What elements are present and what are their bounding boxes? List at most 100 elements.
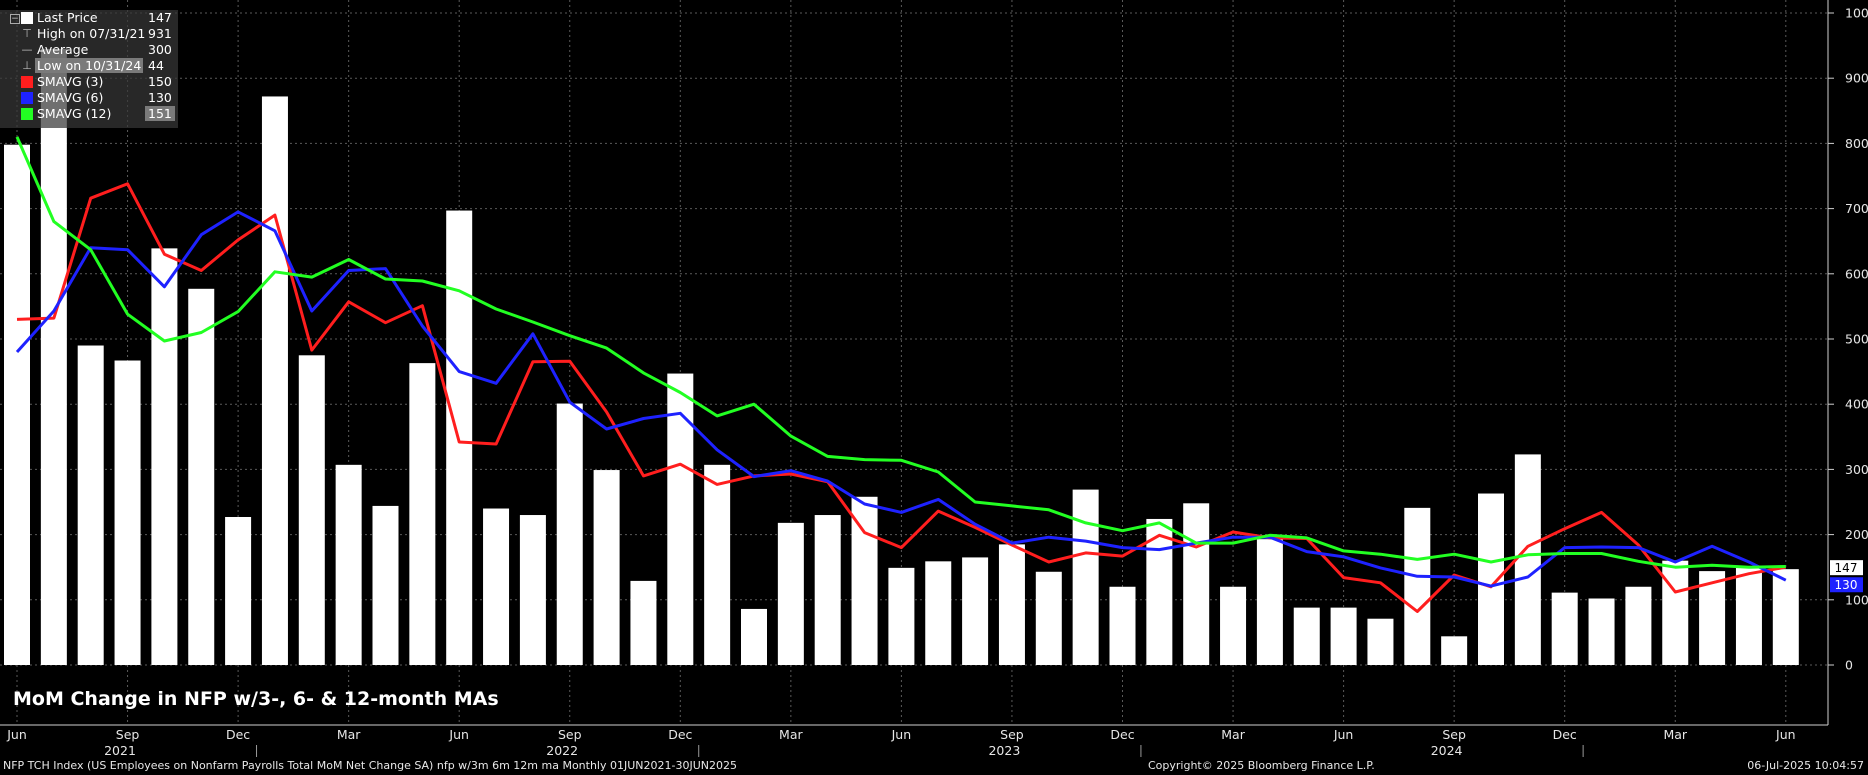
- bar-last-price: [1072, 489, 1099, 665]
- x-tick-label: Sep: [1442, 727, 1466, 742]
- bar-last-price: [225, 516, 252, 665]
- price-tag: [1830, 577, 1863, 593]
- bar-last-price: [151, 248, 178, 665]
- bar-last-price: [1146, 518, 1173, 665]
- legend-swatch: [21, 76, 33, 88]
- bar-last-price: [1256, 539, 1283, 665]
- footer-security-description: NFP TCH Index (US Employees on Nonfarm P…: [3, 759, 737, 772]
- legend-value: 130: [148, 90, 172, 105]
- x-tick-label: Sep: [558, 727, 582, 742]
- bar-last-price: [556, 403, 583, 665]
- bar-last-price: [409, 363, 436, 665]
- legend-label: SMAVG (6): [37, 90, 104, 105]
- legend-item[interactable]: ⊥ Low on 10/31/24 44: [0, 58, 178, 74]
- bar-last-price: [188, 288, 215, 665]
- legend-swatch: [21, 108, 33, 120]
- bar-last-price: [1293, 607, 1320, 665]
- avg-marker-icon: —: [21, 43, 33, 56]
- x-tick-label: Mar: [1663, 727, 1687, 742]
- legend-label: Last Price: [37, 10, 98, 25]
- bar-last-price: [1588, 598, 1615, 665]
- bar-last-price: [483, 508, 510, 665]
- x-tick-label: Jun: [1775, 727, 1796, 742]
- bar-last-price: [1772, 569, 1799, 665]
- bar-last-price: [962, 557, 989, 665]
- bar-last-price: [4, 144, 30, 666]
- bar-last-price: [40, 48, 67, 666]
- bar-last-price: [1735, 567, 1762, 665]
- bar-last-price: [704, 464, 731, 665]
- legend-collapse-icon[interactable]: −: [10, 14, 20, 24]
- bar-last-price: [261, 96, 288, 666]
- x-tick-label: Mar: [1221, 727, 1245, 742]
- bar-last-price: [851, 496, 878, 665]
- x-tick-label: Sep: [1000, 727, 1024, 742]
- bar-last-price: [1220, 586, 1247, 665]
- bar-last-price: [1662, 560, 1689, 665]
- y-tick-label: 200: [1845, 527, 1868, 542]
- x-tick-label: Sep: [116, 727, 140, 742]
- y-tick-label: 100: [1845, 592, 1868, 607]
- chart-legend: − Last Price 147 ⊤ High on 07/31/21 931 — Aver…: [0, 10, 178, 128]
- line-smavg-6: [15, 210, 1787, 588]
- bar-last-price: [1551, 592, 1578, 665]
- low-marker-icon: ⊥: [22, 59, 32, 72]
- y-tick-label: 500: [1845, 332, 1868, 347]
- x-tick-label: Jun: [891, 727, 912, 742]
- legend-value: 931: [148, 26, 172, 41]
- bar-last-price: [630, 580, 657, 665]
- legend-item[interactable]: SMAVG (3) 150: [0, 74, 178, 90]
- x-tick-label: Mar: [337, 727, 361, 742]
- bar-last-price: [1367, 618, 1394, 665]
- x-tick-label: Jun: [6, 727, 27, 742]
- x-tick-label: Dec: [226, 727, 250, 742]
- legend-label: SMAVG (3): [37, 74, 104, 89]
- legend-value: 147: [148, 10, 172, 25]
- bar-last-price: [298, 355, 325, 665]
- legend-label: High on 07/31/21: [37, 26, 146, 41]
- legend-item[interactable]: SMAVG (6) 130: [0, 90, 178, 106]
- bar-last-price: [1404, 507, 1431, 665]
- legend-label: Average: [37, 42, 89, 57]
- legend-item[interactable]: ⊤ High on 07/31/21 931: [0, 26, 178, 42]
- y-tick-label: 800: [1845, 136, 1868, 151]
- chart-title: MoM Change in NFP w/3-, 6- & 12-month MA…: [13, 688, 499, 710]
- bar-last-price: [998, 544, 1025, 665]
- y-tick-label: 400: [1845, 397, 1868, 412]
- x-year-label: 2024: [1431, 743, 1463, 758]
- legend-swatch: [21, 12, 33, 24]
- legend-item[interactable]: SMAVG (12) 151: [0, 106, 178, 122]
- x-tick-label: Jun: [448, 727, 469, 742]
- bar-last-price: [1330, 607, 1357, 665]
- bar-last-price: [593, 470, 620, 665]
- y-tick-label: 600: [1845, 266, 1868, 281]
- bar-last-price: [372, 505, 399, 665]
- bar-last-price: [777, 522, 804, 665]
- bar-last-price: [519, 515, 546, 665]
- bar-last-price: [114, 360, 141, 665]
- legend-label: SMAVG (12): [37, 106, 112, 121]
- y-tick-label: 700: [1845, 201, 1868, 216]
- price-tag-label: 147: [1835, 561, 1858, 575]
- bar-last-price: [925, 561, 952, 665]
- bar-last-price: [1441, 636, 1468, 665]
- legend-item[interactable]: Last Price 147: [0, 10, 178, 26]
- footer-copyright: Copyright© 2025 Bloomberg Finance L.P.: [1148, 759, 1375, 772]
- x-year-label: 2021: [104, 743, 136, 758]
- bar-last-price: [1183, 503, 1210, 665]
- bar-last-price: [1625, 586, 1652, 665]
- bar-last-price: [741, 608, 767, 665]
- footer-timestamp: 06-Jul-2025 10:04:57: [1747, 759, 1864, 772]
- x-tick-label: Dec: [668, 727, 692, 742]
- x-tick-label: Jun: [1333, 727, 1354, 742]
- price-tag: [1830, 560, 1863, 576]
- legend-item[interactable]: — Average 300: [0, 42, 178, 58]
- bar-last-price: [1514, 454, 1541, 665]
- legend-value: 150: [148, 74, 172, 89]
- legend-swatch: [21, 92, 33, 104]
- line-smavg-12: [15, 136, 1786, 569]
- legend-label: Low on 10/31/24: [35, 58, 144, 73]
- bar-last-price: [335, 464, 362, 665]
- y-tick-label: 0: [1845, 658, 1853, 673]
